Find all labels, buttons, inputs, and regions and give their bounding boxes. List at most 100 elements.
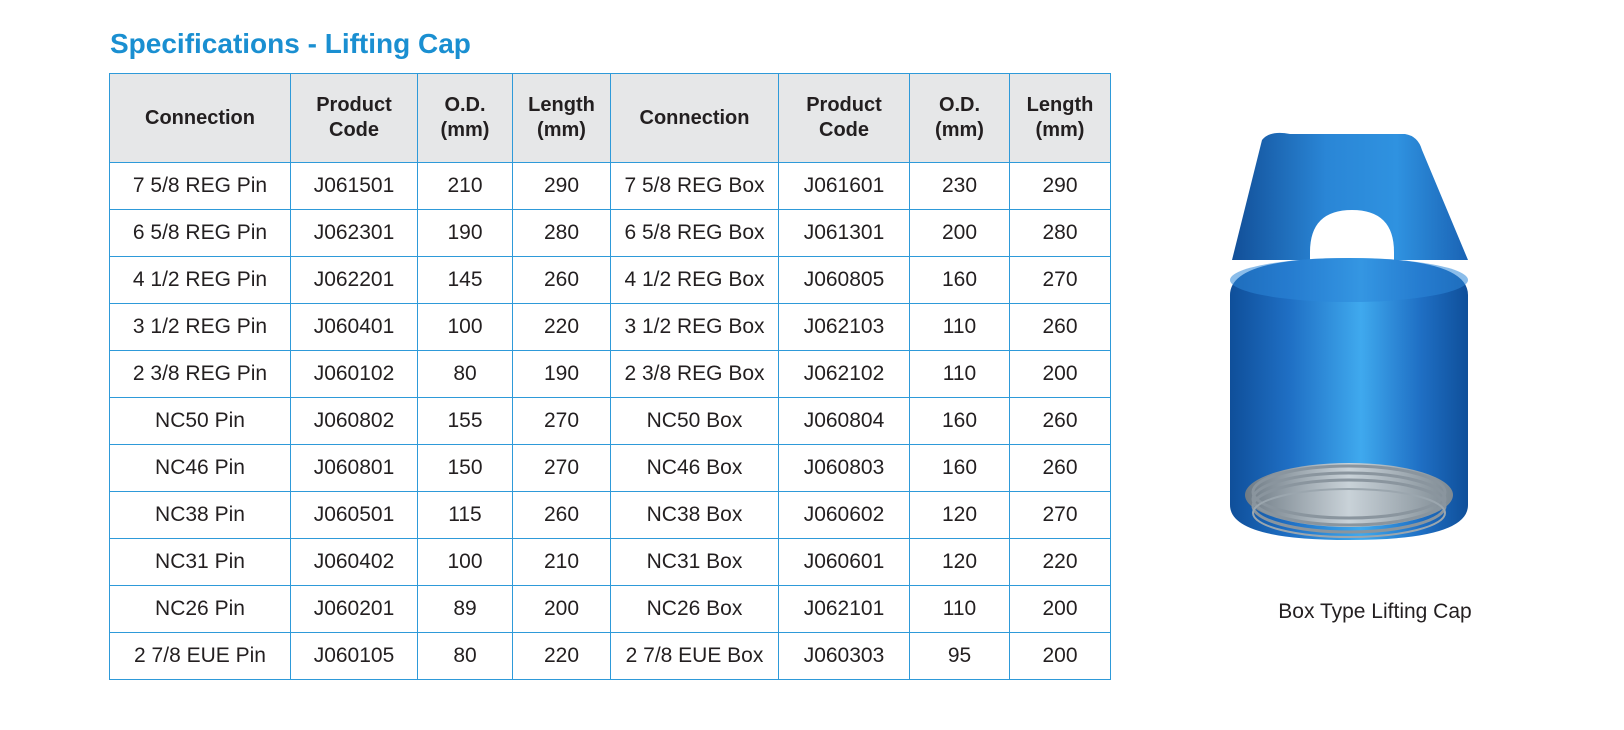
- table-cell: 260: [1009, 444, 1111, 492]
- table-cell: J060602: [778, 491, 910, 539]
- table-cell: 6 5/8 REG Box: [610, 209, 779, 257]
- table-row: NC31 Pin J060402 100 210 NC31 Box J06060…: [109, 538, 1111, 586]
- table-cell: 80: [417, 350, 513, 398]
- table-cell: 260: [1009, 303, 1111, 351]
- table-cell: 3 1/2 REG Box: [610, 303, 779, 351]
- table-row: 3 1/2 REG Pin J060401 100 220 3 1/2 REG …: [109, 303, 1111, 351]
- table-cell: 100: [417, 538, 513, 586]
- table-cell: 3 1/2 REG Pin: [109, 303, 291, 351]
- table-cell: J060303: [778, 632, 910, 680]
- header-product-code-2: Product Code: [778, 73, 910, 163]
- table-cell: J062101: [778, 585, 910, 633]
- page-title: Specifications - Lifting Cap: [110, 28, 471, 59]
- table-cell: 120: [909, 491, 1010, 539]
- table-cell: 270: [1009, 491, 1111, 539]
- table-cell: 160: [909, 256, 1010, 304]
- table-cell: J060501: [290, 491, 418, 539]
- table-cell: J062102: [778, 350, 910, 398]
- table-cell: 210: [417, 162, 513, 210]
- table-cell: 2 7/8 EUE Pin: [109, 632, 291, 680]
- table-cell: 110: [909, 350, 1010, 398]
- table-cell: 200: [1009, 350, 1111, 398]
- table-header-row: Connection Product Code O.D. (mm) Length (m…: [109, 73, 1111, 163]
- lifting-cap-icon: [1230, 132, 1468, 540]
- table-cell: NC31 Pin: [109, 538, 291, 586]
- table-row: 4 1/2 REG Pin J062201 145 260 4 1/2 REG …: [109, 256, 1111, 304]
- table-cell: 280: [1009, 209, 1111, 257]
- table-cell: 200: [1009, 585, 1111, 633]
- table-cell: 100: [417, 303, 513, 351]
- table-cell: J060801: [290, 444, 418, 492]
- table-cell: 4 1/2 REG Pin: [109, 256, 291, 304]
- table-cell: 200: [1009, 632, 1111, 680]
- table-cell: 110: [909, 585, 1010, 633]
- header-product-code-1: Product Code: [290, 73, 418, 163]
- table-cell: 290: [1009, 162, 1111, 210]
- table-cell: 2 3/8 REG Pin: [109, 350, 291, 398]
- table-cell: 2 7/8 EUE Box: [610, 632, 779, 680]
- table-cell: J060805: [778, 256, 910, 304]
- table-cell: J062201: [290, 256, 418, 304]
- table-cell: 2 3/8 REG Box: [610, 350, 779, 398]
- table-row: NC50 Pin J060802 155 270 NC50 Box J06080…: [109, 397, 1111, 445]
- lifting-cap-illustration: [1230, 130, 1520, 580]
- table-cell: NC31 Box: [610, 538, 779, 586]
- table-cell: 290: [512, 162, 611, 210]
- table-cell: 7 5/8 REG Pin: [109, 162, 291, 210]
- table-cell: 230: [909, 162, 1010, 210]
- table-cell: J060402: [290, 538, 418, 586]
- table-cell: NC26 Box: [610, 585, 779, 633]
- table-cell: NC46 Box: [610, 444, 779, 492]
- table-cell: 220: [512, 632, 611, 680]
- header-connection-2: Connection: [610, 73, 779, 163]
- table-cell: J061501: [290, 162, 418, 210]
- table-cell: 160: [909, 397, 1010, 445]
- table-row: NC38 Pin J060501 115 260 NC38 Box J06060…: [109, 491, 1111, 539]
- table-cell: J060105: [290, 632, 418, 680]
- specifications-table: Connection Product Code O.D. (mm) Length (m…: [109, 73, 1111, 680]
- table-cell: NC38 Pin: [109, 491, 291, 539]
- header-length-2: Length (mm): [1009, 73, 1111, 163]
- table-row: 2 3/8 REG Pin J060102 80 190 2 3/8 REG B…: [109, 350, 1111, 398]
- table-cell: 95: [909, 632, 1010, 680]
- table-cell: J062103: [778, 303, 910, 351]
- table-cell: 270: [512, 444, 611, 492]
- table-row: 2 7/8 EUE Pin J060105 80 220 2 7/8 EUE B…: [109, 632, 1111, 680]
- table-cell: 145: [417, 256, 513, 304]
- table-cell: 220: [512, 303, 611, 351]
- table-cell: 200: [909, 209, 1010, 257]
- table-cell: 6 5/8 REG Pin: [109, 209, 291, 257]
- table-cell: 110: [909, 303, 1010, 351]
- table-cell: NC38 Box: [610, 491, 779, 539]
- header-length-1: Length (mm): [512, 73, 611, 163]
- table-row: 6 5/8 REG Pin J062301 190 280 6 5/8 REG …: [109, 209, 1111, 257]
- table-cell: 260: [512, 256, 611, 304]
- table-row: 7 5/8 REG Pin J061501 210 290 7 5/8 REG …: [109, 162, 1111, 210]
- table-cell: J060201: [290, 585, 418, 633]
- figure-caption: Box Type Lifting Cap: [1278, 600, 1472, 623]
- table-cell: 270: [512, 397, 611, 445]
- table-cell: 150: [417, 444, 513, 492]
- header-connection-1: Connection: [109, 73, 291, 163]
- table-cell: NC50 Box: [610, 397, 779, 445]
- header-od-2: O.D. (mm): [909, 73, 1010, 163]
- table-cell: 210: [512, 538, 611, 586]
- table-cell: J062301: [290, 209, 418, 257]
- table-cell: J060803: [778, 444, 910, 492]
- table-cell: J060102: [290, 350, 418, 398]
- table-cell: J060804: [778, 397, 910, 445]
- table-cell: J061601: [778, 162, 910, 210]
- table-cell: J060601: [778, 538, 910, 586]
- table-cell: 220: [1009, 538, 1111, 586]
- table-cell: 280: [512, 209, 611, 257]
- table-cell: NC26 Pin: [109, 585, 291, 633]
- table-cell: 4 1/2 REG Box: [610, 256, 779, 304]
- table-cell: 80: [417, 632, 513, 680]
- table-cell: 260: [512, 491, 611, 539]
- table-cell: J060802: [290, 397, 418, 445]
- table-cell: NC46 Pin: [109, 444, 291, 492]
- table-cell: 155: [417, 397, 513, 445]
- table-cell: 200: [512, 585, 611, 633]
- table-cell: 190: [417, 209, 513, 257]
- table-cell: NC50 Pin: [109, 397, 291, 445]
